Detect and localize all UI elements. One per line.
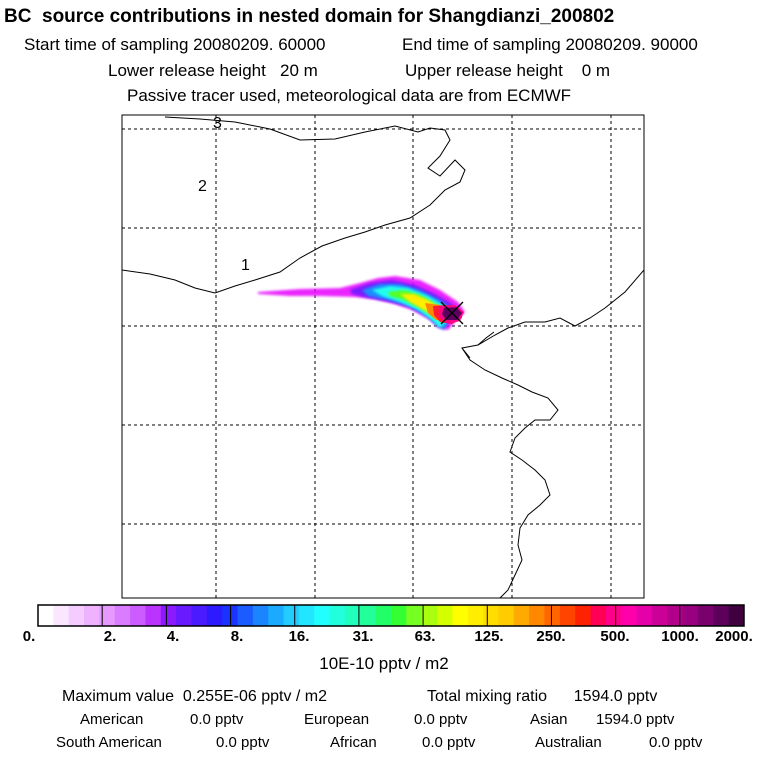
colorbar-units: 10E-10 pptv / m2 [319, 654, 449, 673]
region-name: Australian [535, 734, 602, 751]
colorbar-frame [37, 604, 745, 627]
colorbar-label: 63. [414, 628, 436, 645]
region-name: African [330, 734, 377, 751]
colorbar-cell [713, 605, 730, 626]
region-value: 0.0 pptv [190, 711, 244, 728]
colorbar-label: 4. [166, 628, 180, 645]
region-value: 0.0 pptv [216, 734, 270, 751]
colorbar-cell [575, 605, 591, 626]
colorbar-cell [483, 605, 499, 626]
max-value-text: Maximum value 0.255E-06 pptv / m2 [62, 688, 328, 705]
colorbar [38, 605, 745, 626]
colorbar-cell [421, 605, 438, 626]
colorbar-cell [99, 605, 116, 626]
contour-label-1: 1 [241, 257, 250, 274]
colorbar-cell [667, 605, 684, 626]
colorbar-cell [298, 605, 315, 626]
colorbar-cell [406, 605, 423, 626]
colorbar-cell [160, 605, 177, 626]
colorbar-cell [636, 605, 653, 626]
receptor-marker-line [440, 301, 464, 325]
region-value: 0.0 pptv [414, 711, 468, 728]
map-frame [121, 114, 645, 599]
colorbar-cell [222, 605, 238, 626]
border-line-east [461, 269, 644, 598]
colorbar-cell [559, 605, 576, 626]
colorbar-cell [467, 605, 484, 626]
colorbar-cell [252, 605, 269, 626]
colorbar-cell [53, 605, 70, 626]
plot-title: BC source contributions in nested domain… [4, 6, 615, 27]
total-mixing-text: Total mixing ratio 1594.0 pptv [427, 688, 658, 705]
region-name: American [80, 711, 144, 728]
colorbar-label: 0. [22, 628, 36, 645]
colorbar-cell [145, 605, 162, 626]
receptor-marker [440, 301, 464, 325]
colorbar-cell [728, 605, 745, 626]
region-name: European [304, 711, 370, 728]
colorbar-cell [544, 605, 561, 626]
map-grid [122, 115, 644, 598]
colorbar-cell [344, 605, 361, 626]
colorbar-label: 500. [600, 628, 630, 645]
colorbar-cell [360, 605, 377, 626]
colorbar-cell [268, 605, 284, 626]
colorbar-cell [68, 605, 85, 626]
colorbar-cell [452, 605, 469, 626]
start-time-text: Start time of sampling 20080209. 60000 [24, 35, 326, 54]
colorbar-cell [114, 605, 131, 626]
colorbar-cell [84, 605, 100, 626]
colorbar-cell [283, 605, 300, 626]
colorbar-cell [682, 605, 699, 626]
region-name: South American [56, 734, 162, 751]
colorbar-label: 2. [103, 628, 117, 645]
colorbar-cell [391, 605, 407, 626]
colorbar-cell [529, 605, 545, 626]
colorbar-cell [605, 605, 622, 626]
colorbar-cell [130, 605, 146, 626]
end-time-text: End time of sampling 20080209. 90000 [402, 35, 698, 54]
colorbar-cell [329, 605, 346, 626]
contour-label-3: 3 [213, 115, 222, 132]
colorbar-cell [621, 605, 637, 626]
colorbar-label: 16. [288, 628, 310, 645]
colorbar-cell [176, 605, 192, 626]
colorbar-label: 250. [536, 628, 566, 645]
border-line-north [122, 116, 466, 294]
region-value: 0.0 pptv [422, 734, 476, 751]
colorbar-cell [590, 605, 607, 626]
upper-release-text: Upper release height 0 m [405, 61, 611, 80]
colorbar-label: 2000. [715, 628, 753, 645]
colorbar-cell [375, 605, 392, 626]
colorbar-label: 1000. [661, 628, 699, 645]
colorbar-cell [651, 605, 668, 626]
coastline-bay [461, 331, 495, 359]
tracer-note-text: Passive tracer used, meteorological data… [127, 86, 572, 105]
colorbar-cell [38, 605, 54, 626]
colorbar-cell [237, 605, 254, 626]
colorbar-cell [191, 605, 208, 626]
colorbar-cell [206, 605, 223, 626]
colorbar-label: 31. [352, 628, 374, 645]
colorbar-cell [498, 605, 515, 626]
colorbar-cell [437, 605, 453, 626]
region-name: Asian [530, 711, 568, 728]
region-value: 0.0 pptv [649, 734, 703, 751]
colorbar-label: 8. [230, 628, 244, 645]
colorbar-cell [513, 605, 530, 626]
lower-release-text: Lower release height 20 m [108, 61, 318, 80]
concentration-plume [258, 276, 465, 330]
colorbar-cell [314, 605, 331, 626]
colorbar-label: 125. [474, 628, 504, 645]
contour-label-2: 2 [198, 178, 207, 195]
region-value: 1594.0 pptv [596, 711, 675, 728]
colorbar-cell [697, 605, 714, 626]
